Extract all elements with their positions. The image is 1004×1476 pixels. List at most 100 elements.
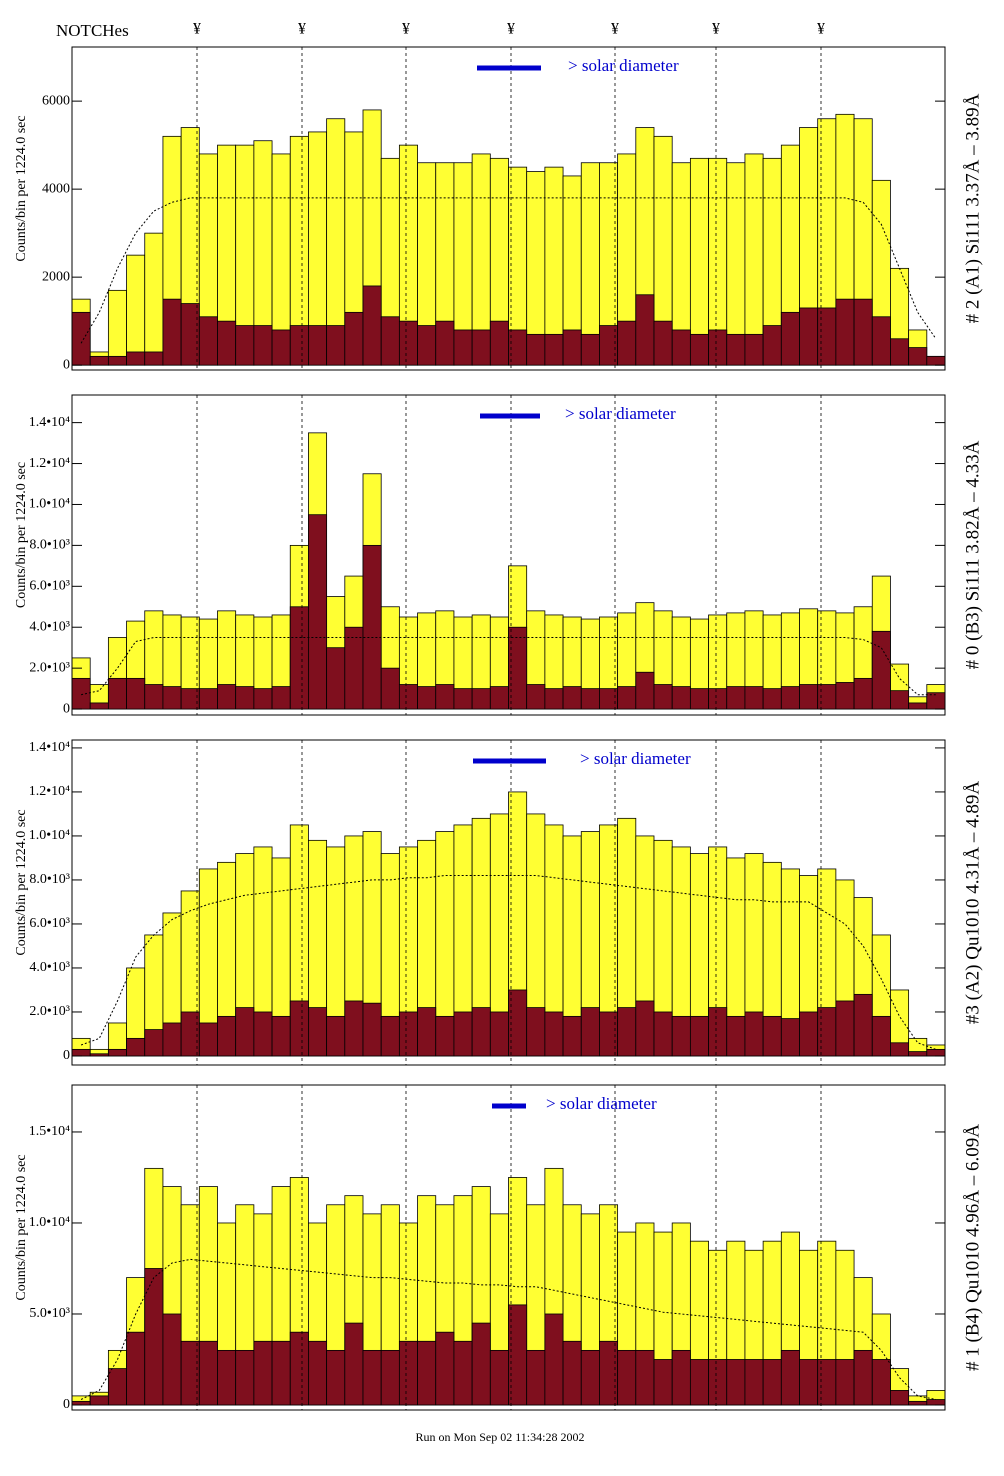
bar bbox=[762, 1015, 782, 1057]
bar bbox=[144, 232, 164, 366]
bar bbox=[780, 686, 800, 710]
bar bbox=[362, 1349, 382, 1406]
bar bbox=[180, 303, 200, 366]
bar bbox=[217, 684, 237, 710]
bar bbox=[726, 686, 746, 710]
y-tick-label: 1.2•10⁴ bbox=[29, 784, 70, 799]
bar bbox=[235, 1349, 255, 1406]
bar bbox=[308, 514, 328, 710]
bar bbox=[144, 684, 164, 710]
bar bbox=[144, 1029, 164, 1057]
model-curve bbox=[80, 875, 937, 1050]
bar bbox=[71, 1400, 91, 1406]
bar bbox=[508, 626, 528, 710]
y-tick-label: 4000 bbox=[42, 181, 70, 196]
bar bbox=[617, 1007, 637, 1057]
bar bbox=[580, 688, 600, 710]
bar bbox=[799, 684, 819, 710]
bar bbox=[380, 316, 400, 366]
bar bbox=[544, 1313, 564, 1406]
bar bbox=[362, 1002, 382, 1057]
bar bbox=[380, 1349, 400, 1406]
bar bbox=[744, 333, 764, 366]
bar bbox=[198, 688, 218, 710]
y-tick-label: 1.4•10⁴ bbox=[29, 740, 70, 755]
bar bbox=[799, 1011, 819, 1057]
bar bbox=[71, 677, 91, 710]
bar bbox=[398, 1011, 418, 1057]
bar bbox=[289, 1000, 309, 1057]
bar bbox=[744, 1011, 764, 1057]
bar bbox=[362, 285, 382, 366]
bar bbox=[671, 329, 691, 366]
bar bbox=[617, 320, 637, 366]
bar bbox=[453, 688, 473, 710]
bar bbox=[417, 686, 437, 710]
bar bbox=[326, 1015, 346, 1057]
bar bbox=[635, 1349, 655, 1406]
plot-frame bbox=[71, 739, 946, 1066]
bar bbox=[71, 311, 91, 366]
bar bbox=[489, 320, 509, 366]
bar bbox=[235, 1007, 255, 1057]
bar bbox=[453, 329, 473, 366]
y-tick-label: 6000 bbox=[42, 93, 70, 108]
bar bbox=[762, 688, 782, 710]
bar bbox=[526, 1349, 546, 1406]
bar bbox=[126, 677, 146, 710]
bar bbox=[126, 1331, 146, 1406]
bar bbox=[107, 289, 127, 366]
bar bbox=[380, 667, 400, 710]
bar bbox=[544, 333, 564, 366]
y-axis-label: Counts/bin per 1224.0 sec bbox=[14, 462, 29, 608]
bar bbox=[817, 684, 837, 710]
y-tick-label: 8.0•10³ bbox=[29, 872, 70, 887]
y-tick-label: 6.0•10³ bbox=[29, 916, 70, 931]
bar bbox=[708, 688, 728, 710]
bar bbox=[562, 1340, 582, 1406]
y-tick-label: 5.0•10³ bbox=[29, 1306, 70, 1321]
bar bbox=[326, 647, 346, 710]
model-curve bbox=[80, 1258, 936, 1400]
bar bbox=[689, 688, 709, 710]
bar bbox=[817, 1359, 837, 1406]
bar bbox=[271, 1015, 291, 1057]
bar bbox=[162, 686, 182, 710]
bar bbox=[853, 677, 873, 710]
bar bbox=[471, 329, 491, 366]
notches-label: NOTCHes bbox=[56, 21, 129, 40]
bar bbox=[562, 329, 582, 366]
y-tick-label: 1.2•10⁴ bbox=[29, 456, 70, 471]
bar bbox=[780, 1018, 800, 1057]
bar bbox=[144, 351, 164, 366]
bar bbox=[635, 671, 655, 710]
bar bbox=[471, 1007, 491, 1057]
bar bbox=[744, 153, 764, 366]
plot-frame bbox=[71, 1084, 946, 1411]
panel-title: #3 (A2) Qu1010 4.31Å – 4.89Å bbox=[962, 781, 983, 1025]
bar bbox=[417, 1340, 437, 1406]
bar bbox=[890, 1042, 910, 1057]
y-tick-label: 8.0•10³ bbox=[29, 538, 70, 553]
bar bbox=[344, 1000, 364, 1057]
bar bbox=[689, 333, 709, 366]
bar bbox=[271, 329, 291, 366]
bar bbox=[653, 1359, 673, 1406]
bar bbox=[417, 325, 437, 366]
bar bbox=[835, 682, 855, 710]
bar bbox=[926, 355, 946, 366]
notch-label: ¥ bbox=[298, 21, 306, 38]
bar bbox=[180, 1340, 200, 1406]
bar bbox=[708, 1359, 728, 1406]
bar bbox=[562, 686, 582, 710]
bar bbox=[344, 626, 364, 710]
bar bbox=[453, 1011, 473, 1057]
bar bbox=[308, 1340, 328, 1406]
bar bbox=[835, 298, 855, 366]
bar bbox=[235, 325, 255, 366]
bar bbox=[198, 1022, 218, 1057]
bar bbox=[671, 1349, 691, 1406]
panel-title: # 2 (A1) Si111 3.37Å – 3.89Å bbox=[962, 93, 983, 323]
bar bbox=[89, 1395, 109, 1406]
bar bbox=[489, 1011, 509, 1057]
